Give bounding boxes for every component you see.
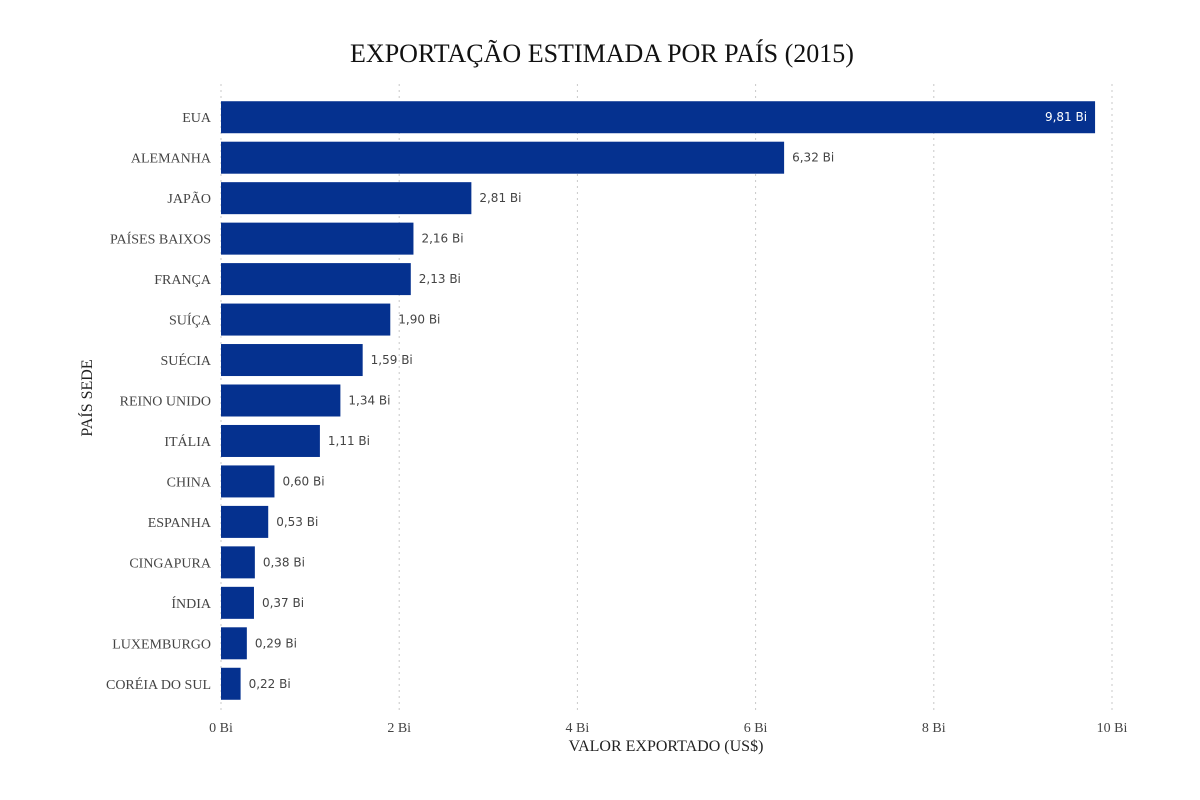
- chart-title: EXPORTAÇÃO ESTIMADA POR PAÍS (2015): [350, 39, 854, 68]
- bar: [221, 263, 411, 296]
- data-label: 2,13 Bi: [419, 272, 461, 286]
- bars: [221, 101, 1096, 700]
- x-tick-label: 10 Bi: [1097, 721, 1128, 736]
- bar: [221, 222, 414, 255]
- category-label: FRANÇA: [154, 273, 212, 288]
- x-tick-label: 0 Bi: [209, 721, 233, 736]
- x-tick-label: 2 Bi: [387, 721, 411, 736]
- category-label: PAÍSES BAIXOS: [110, 231, 211, 248]
- category-label: SUÍÇA: [169, 312, 212, 329]
- data-label: 2,16 Bi: [421, 232, 463, 246]
- data-labels: 9,81 Bi 6,32 Bi 2,81 Bi 2,16 Bi 2,13 Bi 1,90 …: [249, 110, 1087, 691]
- bar: [221, 505, 269, 538]
- data-label: 0,22 Bi: [249, 677, 291, 691]
- x-tick-label: 6 Bi: [744, 721, 768, 736]
- category-label: SUÉCIA: [160, 352, 211, 369]
- bar: [221, 303, 391, 336]
- bar: [221, 424, 320, 457]
- category-label: ITÁLIA: [164, 433, 212, 450]
- category-label: JAPÃO: [167, 191, 211, 207]
- bar: [221, 465, 275, 498]
- x-tick-label: 4 Bi: [566, 721, 590, 736]
- category-labels: EUA ALEMANHA JAPÃO PAÍSES BAIXOS FRANÇA SUÍÇA…: [106, 111, 212, 693]
- data-label: 9,81 Bi: [1045, 110, 1087, 124]
- data-label: 0,53 Bi: [276, 515, 318, 529]
- category-label: ESPANHA: [148, 516, 212, 531]
- data-label: 1,34 Bi: [348, 394, 390, 408]
- x-tick-label: 8 Bi: [922, 721, 946, 736]
- bar: [221, 586, 254, 619]
- category-label: CINGAPURA: [129, 556, 212, 571]
- data-label: 2,81 Bi: [479, 191, 521, 205]
- data-label: 0,29 Bi: [255, 636, 297, 650]
- category-label: EUA: [182, 111, 212, 126]
- data-label: 0,37 Bi: [262, 596, 304, 610]
- category-label: LUXEMBURGO: [112, 637, 211, 652]
- y-axis-title: PAÍS SEDE: [77, 359, 96, 436]
- data-label: 1,90 Bi: [398, 313, 440, 327]
- category-label: CHINA: [167, 475, 212, 490]
- bar: [221, 141, 785, 174]
- x-axis-title: VALOR EXPORTADO (US$): [569, 738, 764, 755]
- data-label: 1,11 Bi: [328, 434, 370, 448]
- data-label: 0,38 Bi: [263, 555, 305, 569]
- bar: [221, 627, 247, 660]
- bar: [221, 546, 255, 579]
- bar: [221, 667, 241, 700]
- bar: [221, 344, 363, 377]
- bar: [221, 384, 341, 417]
- data-label: 6,32 Bi: [792, 151, 834, 165]
- category-label: ALEMANHA: [131, 152, 212, 167]
- bar: [221, 101, 1096, 134]
- category-label: REINO UNIDO: [120, 395, 211, 410]
- data-label: 0,60 Bi: [282, 474, 324, 488]
- x-tick-labels: 0 Bi 2 Bi 4 Bi 6 Bi 8 Bi 10 Bi: [209, 721, 1127, 736]
- bar: [221, 182, 472, 215]
- category-label: CORÉIA DO SUL: [106, 676, 211, 693]
- data-label: 1,59 Bi: [371, 353, 413, 367]
- category-label: ÍNDIA: [171, 595, 212, 612]
